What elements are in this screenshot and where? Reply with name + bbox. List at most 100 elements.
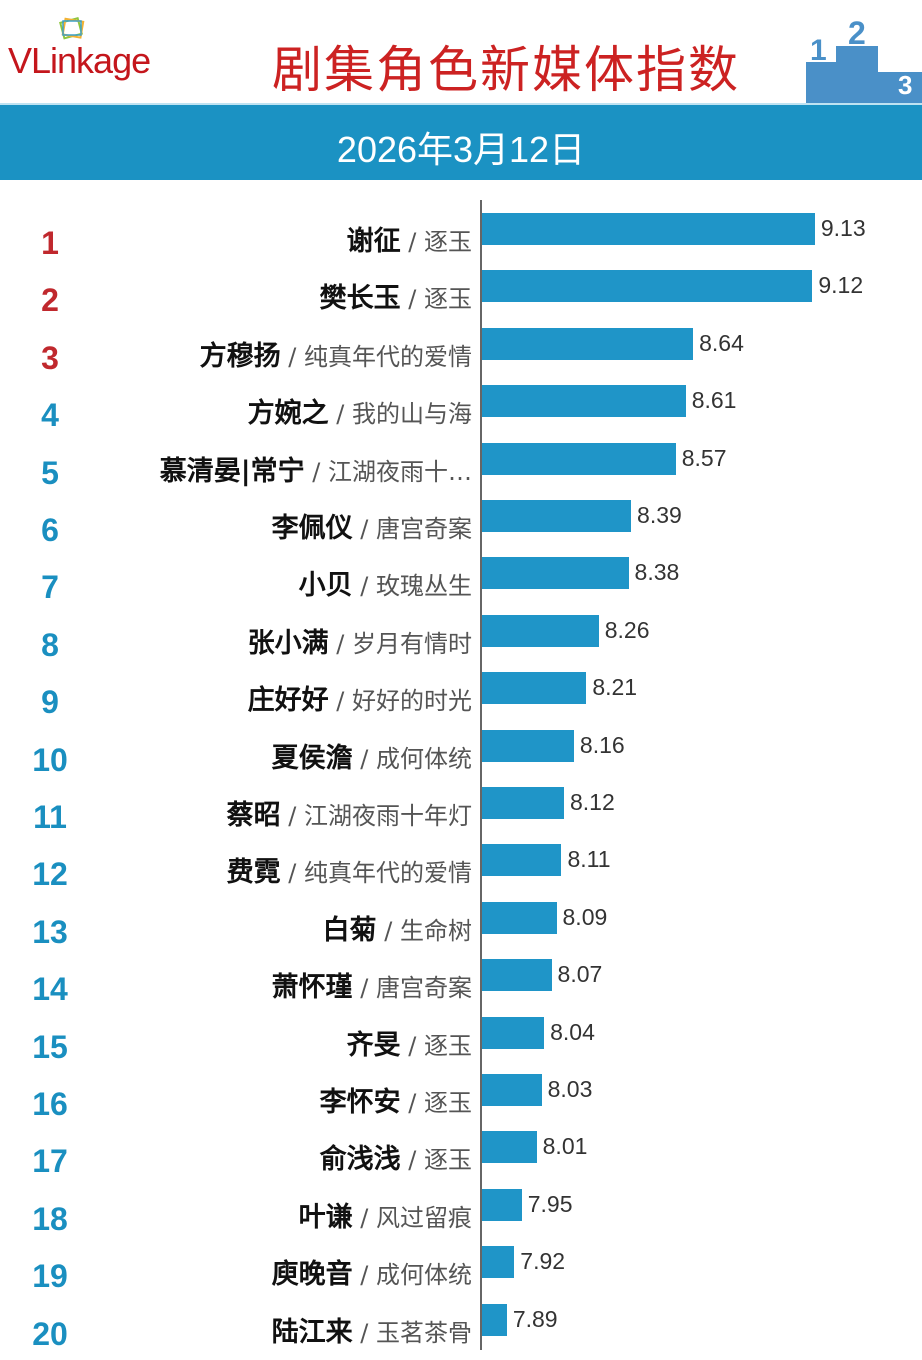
chart-row: 5 慕清晏|常宁 / 江湖夜雨十… 8.57 (0, 442, 922, 495)
rank-number: 13 (32, 913, 68, 950)
bar-label: 夏侯澹 / 成何体统 (272, 736, 472, 775)
podium-2: 1 (810, 34, 827, 67)
show-name: 风过留痕 (376, 1203, 472, 1232)
rank-number: 1 (41, 225, 59, 261)
rank-number: 16 (32, 1086, 68, 1122)
rank-number: 3 (41, 339, 59, 376)
bar-label: 俞浅浅 / 逐玉 (320, 1137, 472, 1176)
bar (482, 327, 694, 360)
bar-label: 萧怀瑾 / 唐宫奇案 (272, 965, 472, 1004)
character-name: 费霓 (226, 857, 281, 889)
value-label: 8.39 (637, 502, 682, 528)
separator: / (352, 1261, 376, 1290)
chart-row: 11 蔡昭 / 江湖夜雨十年灯 8.12 (0, 787, 922, 839)
show-name: 江湖夜雨十… (328, 457, 472, 486)
character-name: 谢征 (346, 226, 401, 257)
show-name: 江湖夜雨十年灯 (304, 802, 472, 830)
show-name: 生命树 (400, 916, 472, 945)
value-label: 8.61 (691, 387, 737, 414)
separator: / (400, 285, 424, 314)
bar-label: 樊长玉 / 逐玉 (320, 276, 472, 315)
bar (482, 1246, 515, 1279)
show-name: 纯真年代的爱情 (304, 859, 472, 888)
rank-number: 11 (33, 799, 67, 835)
separator: / (280, 802, 304, 830)
show-name: 我的山与海 (352, 400, 472, 429)
character-name: 白菊 (322, 914, 377, 946)
show-name: 成何体统 (376, 744, 472, 773)
character-name: 俞浅浅 (319, 1144, 401, 1176)
chart-row: 8 张小满 / 岁月有情时 8.26 (0, 614, 922, 667)
show-name: 逐玉 (424, 228, 472, 256)
chart-row: 4 方婉之 / 我的山与海 8.61 (0, 385, 922, 437)
separator: / (280, 859, 304, 888)
chart-row: 19 庾晚音 / 成何体统 7.92 (0, 1246, 922, 1298)
chart-row: 7 小贝 / 玫瑰丛生 8.38 (0, 557, 922, 609)
bar (482, 385, 686, 418)
date-banner: 2026年3月12日 (0, 103, 922, 180)
separator: / (376, 916, 400, 945)
show-name: 逐玉 (424, 285, 472, 314)
value-label: 9.13 (820, 215, 866, 241)
chart-row: 10 夏侯澹 / 成何体统 8.16 (0, 729, 922, 782)
character-name: 方穆扬 (199, 340, 281, 372)
value-label: 8.38 (634, 559, 680, 586)
show-name: 逐玉 (424, 1146, 472, 1175)
bar (482, 500, 632, 532)
value-label: 8.04 (550, 1018, 595, 1045)
bar-label: 李佩仪 / 唐宫奇案 (272, 506, 472, 545)
chart-row: 16 李怀安 / 逐玉 8.03 (0, 1074, 922, 1126)
chart-row: 12 费霓 / 纯真年代的爱情 8.11 (0, 844, 922, 896)
bar-label: 方婉之 / 我的山与海 (248, 391, 472, 430)
bar (482, 901, 557, 934)
chart-row: 17 俞浅浅 / 逐玉 8.01 (0, 1131, 922, 1183)
bar (482, 614, 599, 647)
bar (482, 557, 629, 590)
value-label: 8.03 (547, 1076, 593, 1102)
separator: / (328, 687, 352, 716)
bar-label: 陆江来 / 玉茗茶骨 (272, 1310, 472, 1349)
bar (482, 1131, 537, 1164)
bar-label: 小贝 / 玫瑰丛生 (299, 563, 472, 602)
separator: / (400, 1089, 424, 1117)
chart-row: 15 齐旻 / 逐玉 8.04 (0, 1016, 922, 1069)
character-name: 叶谦 (298, 1201, 353, 1233)
bar (482, 672, 587, 705)
bar (482, 270, 813, 303)
show-name: 岁月有情时 (352, 629, 472, 658)
show-name: 纯真年代的爱情 (304, 342, 472, 371)
bar-label: 费霓 / 纯真年代的爱情 (227, 850, 472, 889)
character-name: 樊长玉 (319, 283, 401, 315)
rank-number: 5 (41, 454, 59, 491)
logo-text: VLinkage (8, 40, 151, 81)
rank-number: 4 (41, 397, 59, 434)
separator: / (400, 228, 424, 256)
chart-row: 14 萧怀瑾 / 唐宫奇案 8.07 (0, 959, 922, 1011)
character-name: 齐旻 (346, 1029, 401, 1061)
bar-label: 谢征 / 逐玉 (347, 219, 472, 258)
value-label: 7.92 (520, 1248, 566, 1275)
bar (482, 1074, 542, 1106)
character-name: 陆江来 (271, 1316, 353, 1348)
chart-row: 1 谢征 / 逐玉 9.13 (0, 213, 922, 265)
separator: / (400, 1146, 424, 1175)
rank-number: 14 (32, 971, 68, 1008)
show-name: 唐宫奇案 (376, 515, 472, 543)
chart-row: 18 叶谦 / 风过留痕 7.95 (0, 1188, 922, 1241)
podium-1: 2 (848, 15, 866, 51)
character-name: 夏侯澹 (271, 742, 353, 774)
value-label: 8.16 (579, 731, 625, 758)
bar-label: 张小满 / 岁月有情时 (248, 621, 472, 660)
character-name: 庄好好 (247, 685, 329, 717)
rank-number: 20 (32, 1315, 68, 1352)
show-name: 玫瑰丛生 (376, 572, 472, 601)
bar-label: 蔡昭 / 江湖夜雨十年灯 (227, 793, 472, 832)
bar-label: 叶谦 / 风过留痕 (299, 1195, 472, 1234)
character-name: 李怀安 (319, 1087, 401, 1118)
bar-label: 白菊 / 生命树 (323, 908, 472, 947)
bar-label: 方穆扬 / 纯真年代的爱情 (200, 334, 472, 373)
rank-number: 15 (32, 1028, 68, 1065)
rank-number: 7 (41, 569, 59, 606)
show-name: 唐宫奇案 (376, 974, 472, 1003)
rank-number: 2 (41, 282, 59, 319)
